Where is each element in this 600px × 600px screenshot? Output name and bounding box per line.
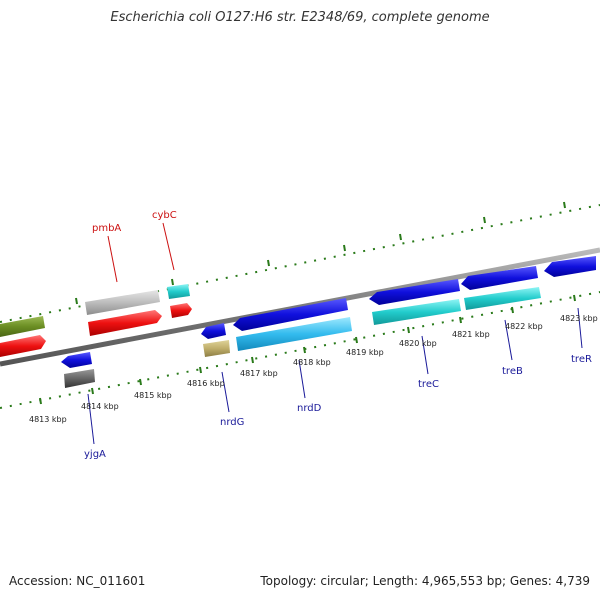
gene-blue-treR [544, 256, 596, 277]
gene-red-arrow-left [0, 335, 46, 357]
gene-khaki [203, 340, 230, 357]
gene-cyan-cybC [167, 284, 190, 299]
gene-red-arrow-mid [88, 310, 162, 336]
accession-text: Accession: NC_011601 [9, 574, 146, 588]
gene-sky-long [236, 317, 352, 351]
gene-blue-nrdD [233, 298, 348, 331]
gene-label-cybC: cybC [152, 210, 177, 221]
genome-title: Escherichia coli O127:H6 str. E2348/69, … [110, 10, 490, 25]
lower-tick-track [0, 291, 600, 409]
gene-label-treC: treC [418, 379, 439, 390]
gene-cyan-mid [372, 299, 461, 325]
kbp-label: 4820 kbp [399, 339, 437, 348]
gene-label-nrdG: nrdG [220, 417, 244, 428]
gene-label-treR: treR [571, 354, 592, 365]
gene-blue-yjgA [61, 352, 92, 368]
lower-left-genes [61, 352, 95, 388]
gene-grey-pmbA [85, 290, 160, 315]
kbp-label: 4821 kbp [452, 330, 490, 339]
gene-cyan-right [464, 287, 541, 310]
gene-olive-arrow [0, 316, 45, 337]
gene-label-nrdD: nrdD [297, 403, 322, 414]
kbp-label: 4813 kbp [29, 415, 67, 424]
kbp-label: 4823 kbp [560, 314, 598, 323]
gene-blue-treC [369, 279, 460, 305]
genome-stats-text: Topology: circular; Length: 4,965,553 bp… [260, 574, 590, 588]
gene-darkgrey [64, 369, 95, 388]
kbp-label: 4815 kbp [134, 391, 172, 400]
forward-genes-lower [0, 303, 192, 357]
kbp-labels: 4813 kbp 4814 kbp 4815 kbp 4816 kbp 4817… [29, 314, 598, 424]
label-leaders [87, 222, 583, 445]
gene-labels: pmbA cybC yjgA nrdG nrdD treC treB treR [84, 210, 592, 460]
kbp-label: 4817 kbp [240, 369, 278, 378]
kbp-label: 4818 kbp [293, 358, 331, 367]
kbp-label: 4816 kbp [187, 379, 225, 388]
backbone-genes-below [203, 287, 541, 357]
backbone-genes-above [201, 256, 596, 339]
gene-label-pmbA: pmbA [92, 223, 121, 234]
gene-red-arrow-small [170, 303, 192, 318]
kbp-label: 4814 kbp [81, 402, 119, 411]
forward-genes-upper [0, 284, 190, 337]
gene-blue-small [201, 323, 226, 339]
kbp-label: 4822 kbp [505, 322, 543, 331]
gene-label-yjgA: yjgA [84, 449, 106, 460]
gene-label-treB: treB [502, 366, 523, 377]
kbp-label: 4819 kbp [346, 348, 384, 357]
gene-blue-treB [461, 266, 538, 290]
